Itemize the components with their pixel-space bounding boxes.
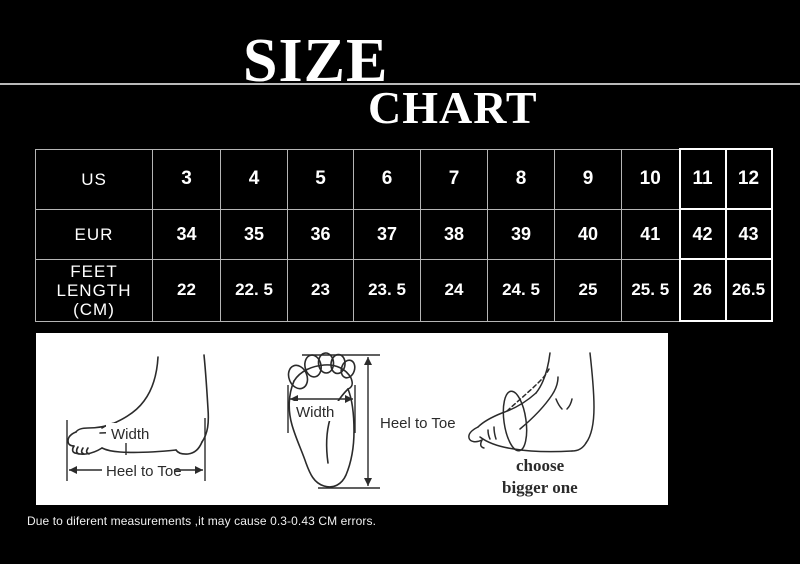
cell-feet-26-5: 26.5 (724, 258, 773, 322)
page-title-chart: CHART (368, 82, 538, 133)
row-label-line-2: LENGTH (56, 280, 132, 300)
cell-feet-22: 22 (152, 258, 221, 322)
cell-feet-23: 23 (287, 258, 354, 322)
cell-eur-37: 37 (353, 208, 421, 260)
cell-eur-38: 38 (420, 208, 488, 260)
side-width-label: Width (111, 426, 149, 443)
cell-feet-25-5: 25. 5 (621, 258, 680, 322)
cell-eur-35: 35 (220, 208, 288, 260)
cell-eur-36: 36 (287, 208, 354, 260)
cell-feet-26: 26 (678, 258, 727, 322)
side-view-foot-diagram: Width Heel to Toe (36, 333, 258, 505)
footer-disclaimer: Due to diferent measurements ,it may cau… (27, 514, 377, 528)
sole-view-foot-diagram: Width Heel to Toe (258, 333, 458, 505)
cell-eur-34: 34 (152, 208, 221, 260)
page-title-size: SIZE (243, 27, 389, 95)
cell-eur-41: 41 (621, 208, 680, 260)
cell-us-7: 7 (420, 148, 488, 210)
cell-feet-24: 24 (420, 258, 488, 322)
cell-eur-42: 42 (678, 208, 727, 260)
choose-label-line-2: bigger one (502, 478, 578, 497)
row-label-line-3: (CM) (73, 299, 115, 319)
foot-with-measuring-tape-diagram: choose bigger one (458, 333, 668, 505)
cell-eur-43: 43 (724, 208, 773, 260)
row-label-us: US (35, 148, 153, 210)
cell-us-4: 4 (220, 148, 288, 210)
title-block: SIZE CHART (0, 20, 800, 133)
table-row-us: US 3 4 5 6 7 8 9 10 11 12 (35, 148, 773, 210)
size-chart-table: US 3 4 5 6 7 8 9 10 11 12 EUR 34 35 36 3… (35, 148, 773, 322)
cell-us-5: 5 (287, 148, 354, 210)
cell-feet-22-5: 22. 5 (220, 258, 288, 322)
sole-width-label: Width (296, 404, 334, 421)
measurement-diagram-panel: Width Heel to Toe (36, 333, 668, 505)
cell-us-9: 9 (554, 148, 622, 210)
cell-us-12: 12 (724, 148, 773, 210)
cell-us-3: 3 (152, 148, 221, 210)
cell-eur-39: 39 (487, 208, 555, 260)
cell-us-10: 10 (621, 148, 680, 210)
row-label-feet-length: FEET LENGTH (CM) (35, 258, 153, 322)
cell-us-8: 8 (487, 148, 555, 210)
cell-eur-40: 40 (554, 208, 622, 260)
side-heel-to-toe-label: Heel to Toe (106, 463, 182, 480)
sole-heel-to-toe-label: Heel to Toe (380, 415, 456, 432)
cell-us-6: 6 (353, 148, 421, 210)
title-divider-rule (0, 83, 800, 85)
table-row-eur: EUR 34 35 36 37 38 39 40 41 42 43 (35, 208, 773, 260)
cell-feet-25: 25 (554, 258, 622, 322)
cell-feet-24-5: 24. 5 (487, 258, 555, 322)
cell-us-11: 11 (678, 148, 727, 210)
row-label-eur: EUR (35, 208, 153, 260)
choose-label-line-1: choose (516, 456, 565, 475)
table-row-feet-length: FEET LENGTH (CM) 22 22. 5 23 23. 5 24 24… (35, 258, 773, 322)
cell-feet-23-5: 23. 5 (353, 258, 421, 322)
row-label-line-1: FEET (70, 261, 118, 281)
